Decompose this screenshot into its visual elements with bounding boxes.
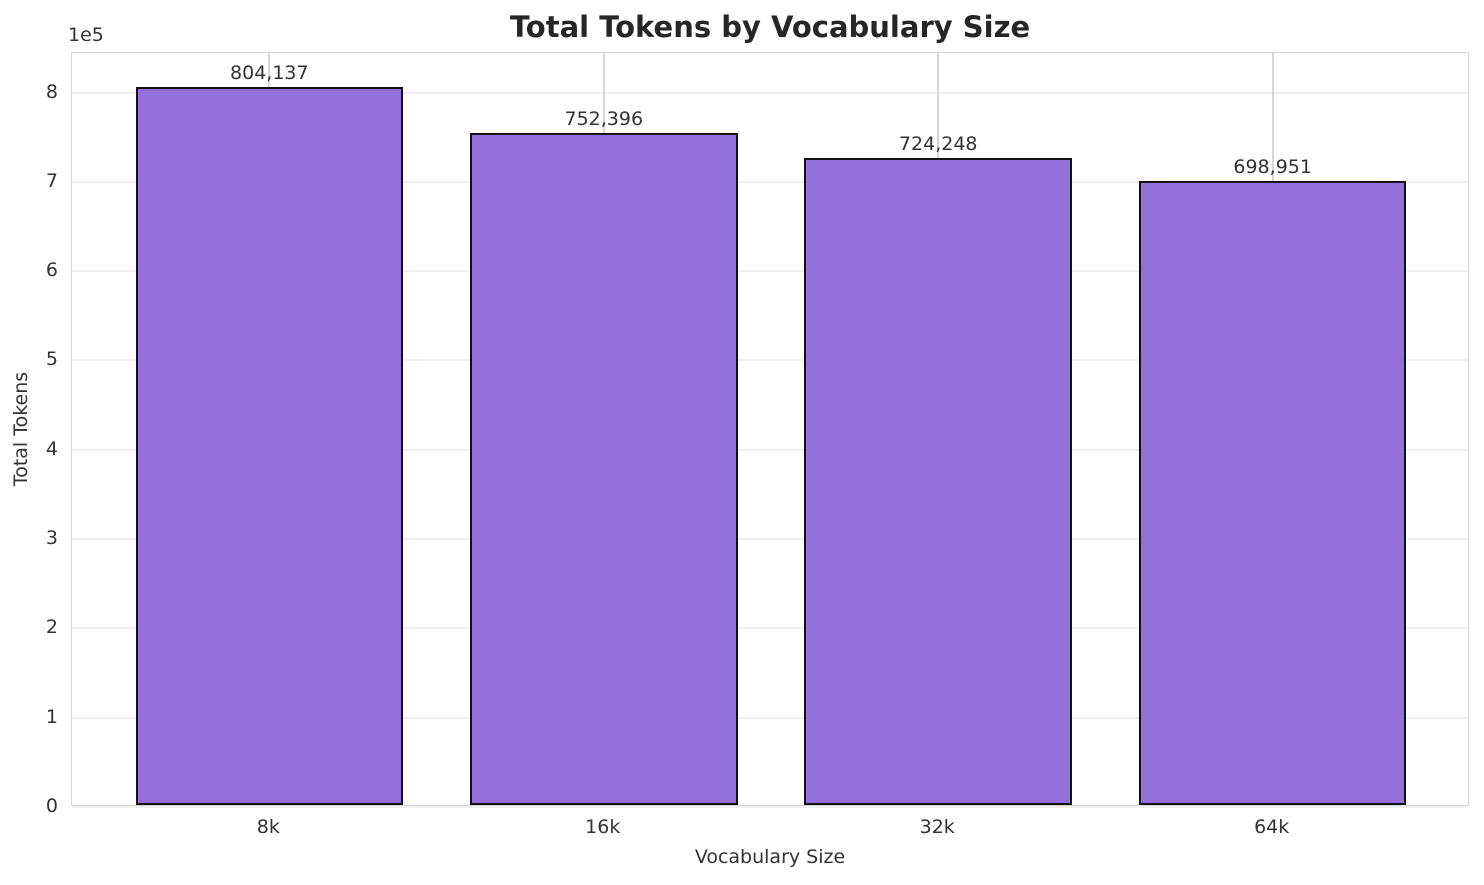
plot-area: 804,137 752,396 724,248 698,951 — [71, 52, 1469, 808]
y-tick-label: 6 — [45, 259, 58, 282]
bar-32k — [804, 158, 1072, 805]
y-tick-label: 3 — [45, 527, 58, 550]
h-gridline — [72, 716, 1468, 719]
y-tick-label: 2 — [45, 616, 58, 639]
h-gridline — [72, 448, 1468, 451]
y-tick-label: 7 — [45, 169, 58, 192]
bar-value-label: 804,137 — [230, 61, 309, 84]
h-gridline — [72, 806, 1468, 808]
y-tick-label: 0 — [45, 795, 58, 817]
y-tick-label: 8 — [45, 80, 58, 103]
bar-value-label: 752,396 — [564, 108, 644, 131]
y-axis-label: Total Tokens — [10, 371, 32, 487]
bar-8k — [135, 86, 404, 805]
y-tick-label: 1 — [45, 705, 58, 728]
chart-title: Total Tokens by Vocabulary Size — [509, 10, 1031, 44]
x-axis-label: Vocabulary Size — [694, 846, 846, 868]
x-tick-label-8k: 8k — [256, 816, 280, 838]
h-gridline — [72, 180, 1468, 183]
h-gridline — [72, 270, 1468, 273]
y-tick-label: 4 — [45, 437, 58, 460]
bar-value-label: 698,951 — [1233, 155, 1312, 178]
h-gridline — [72, 627, 1468, 630]
y-tick-label: 5 — [45, 348, 58, 371]
x-tick-label-16k: 16k — [585, 816, 621, 838]
x-tick-label-64k: 64k — [1254, 816, 1290, 838]
h-gridline — [72, 538, 1468, 541]
bar-value-label: 724,248 — [898, 133, 978, 156]
bar-64k — [1138, 180, 1407, 805]
h-gridline — [72, 91, 1468, 94]
y-axis-offset-label: 1e5 — [68, 24, 104, 46]
x-tick-label-32k: 32k — [919, 816, 955, 838]
h-gridline — [72, 359, 1468, 362]
bar-16k — [469, 133, 738, 805]
